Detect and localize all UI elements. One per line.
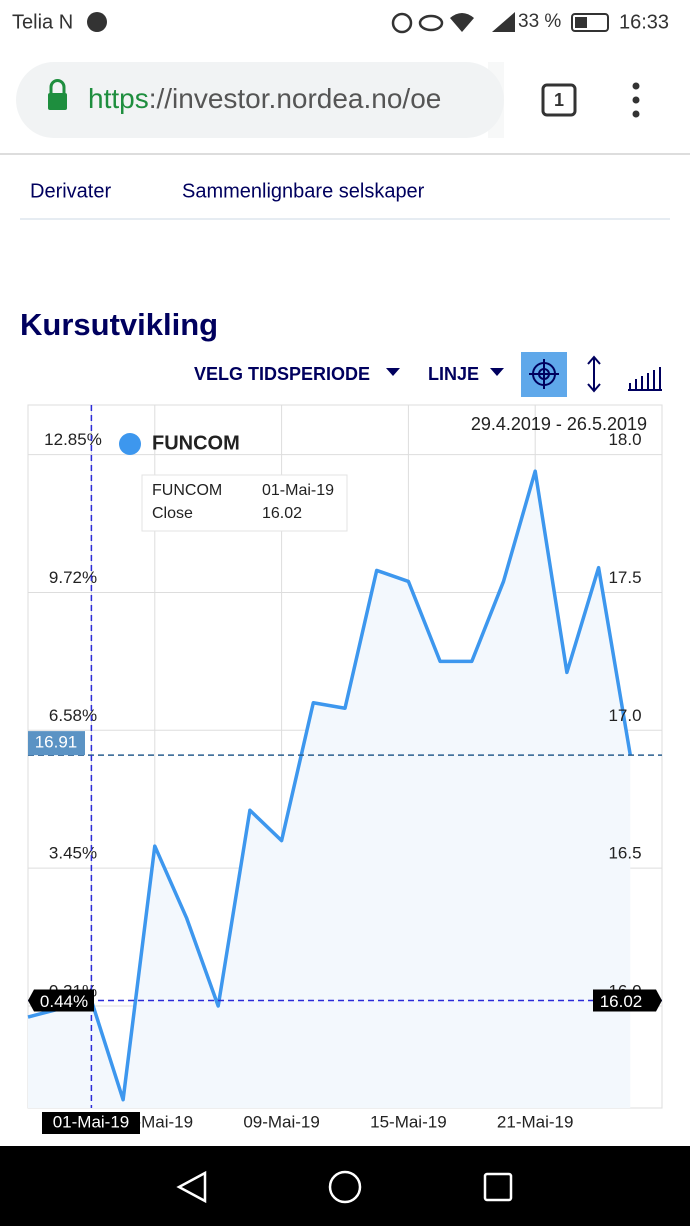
legend-marker [119,433,141,455]
battery-icon [571,13,609,32]
tooltip-series: FUNCOM [152,482,222,499]
menu-dot[interactable] [632,96,640,104]
dropdown-arrow [386,368,400,376]
y-tick-label: 17.0 [608,706,641,725]
tooltip-date: 01-Mai-19 [262,482,334,499]
lock-shackle [49,79,66,93]
back-button[interactable] [176,1170,207,1204]
legend-label: FUNCOM [152,432,240,454]
y2-tick-label: 12.85% [44,430,102,449]
eye-icon [418,14,444,32]
y2-tick-label: 6.58% [49,706,97,725]
menu-dot[interactable] [632,82,640,90]
scale-button[interactable] [587,355,601,393]
y-tick-label: 16.5 [608,844,641,863]
recents-button[interactable] [483,1172,513,1202]
tooltip [141,474,348,532]
tab-link[interactable]: Derivater [30,180,111,202]
tab-count: 1 [554,90,564,110]
y2-tick-label: 3.45% [49,843,97,862]
x-tick-label: 15-Mai-19 [370,1112,447,1131]
y-tick-label: 17.5 [608,568,641,587]
spotify-icon [87,12,107,32]
carrier: Telia N [12,11,73,33]
x-tick-label: 21-Mai-19 [497,1112,574,1131]
tab-switcher[interactable] [541,83,577,117]
menu-dot[interactable] [632,110,640,118]
home-button[interactable] [328,1170,362,1204]
alarm-icon [391,12,413,34]
section-title: Kursutvikling [20,307,218,342]
volume-button[interactable] [628,367,662,391]
lock-body [48,93,67,110]
url-scheme: https [88,83,149,114]
crosshair-date-tag [42,1112,140,1134]
price-line [27,469,633,1102]
dropdown-arrow [490,368,504,376]
crosshair-date-label: 01-Mai-19 [53,1112,130,1131]
url-fade [488,62,504,138]
y-tick-label: 18.0 [608,430,641,449]
clock: 16:33 [619,11,669,33]
last-price-tag [28,731,85,756]
chart-type-select[interactable]: LINJE [428,364,479,384]
area [28,471,631,1109]
signal-icon [492,12,515,32]
period-select[interactable]: VELG TIDSPERIODE [194,364,370,384]
battery-text: 33 % [518,11,561,32]
url-bar[interactable] [16,62,504,138]
tooltip-label: Close [152,505,193,522]
crosshair-icon [529,359,559,389]
crosshair-change-label: 0.44% [40,992,88,1011]
crosshair-value-label: 16.02 [600,992,643,1011]
tooltip-value: 16.02 [262,505,302,522]
crosshair-change-tag [28,989,94,1012]
last-price-label: 16.91 [35,733,78,752]
y2-tick-label: 9.72% [49,568,97,587]
chart: 16.016.517.017.518.00.31%3.45%6.58%9.72%… [27,404,663,1134]
nav-bar [0,1146,690,1226]
x-tick-label: 09-Mai-19 [243,1112,320,1131]
crosshair-value-tag [593,989,662,1012]
url-rest: ://investor.nordea.no/oe [149,83,442,114]
battery-level [575,17,587,28]
wifi-icon [450,13,474,32]
url: https://investor.nordea.no/oe [88,83,441,114]
date-range: 29.4.2019 - 26.5.2019 [471,414,647,434]
tab-link[interactable]: Sammenlignbare selskaper [182,180,425,202]
